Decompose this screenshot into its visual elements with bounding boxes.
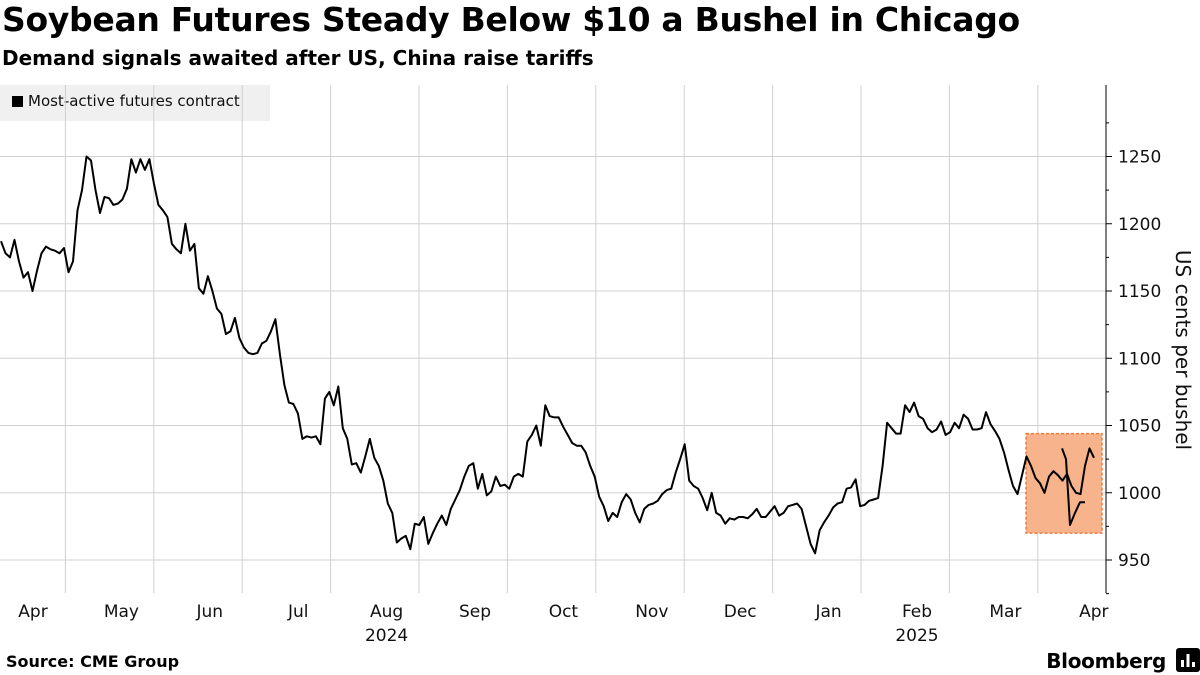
bloomberg-logo: Bloomberg — [1046, 649, 1166, 673]
x-month-label: Dec — [724, 602, 757, 622]
y-tick-label: 1250 — [1118, 148, 1161, 168]
x-month-label: Aug — [370, 602, 403, 622]
source-note: Source: CME Group — [6, 652, 180, 671]
legend-swatch — [12, 96, 23, 107]
y-tick-label: 1000 — [1118, 484, 1161, 504]
tick-labels: 950 1000 1050 1100 1150 1200 1250 Apr May Jun Jul A… — [18, 148, 1161, 647]
x-month-label: Apr — [1079, 602, 1108, 622]
x-month-label: Feb — [902, 602, 932, 622]
x-year-label: 2025 — [895, 626, 938, 646]
x-year-label: 2024 — [365, 626, 408, 646]
chart-subtitle: Demand signals awaited after US, China r… — [2, 46, 594, 70]
legend — [0, 85, 270, 121]
x-month-label: Jan — [814, 602, 841, 622]
chart-title: Soybean Futures Steady Below $10 a Bushe… — [2, 0, 1020, 39]
y-tick-label: 950 — [1118, 551, 1150, 571]
futures-price-line — [0, 155, 1095, 555]
y-tick-label: 1100 — [1118, 349, 1161, 369]
y-tick-label: 1050 — [1118, 417, 1161, 437]
x-month-label: Mar — [989, 602, 1021, 622]
x-month-label: Jun — [196, 602, 224, 622]
x-month-label: Jul — [287, 602, 309, 622]
x-month-label: May — [104, 602, 139, 622]
horizontal-gridlines — [0, 156, 1106, 561]
futures-price-line-tail — [1061, 448, 1085, 526]
bloomberg-chart-icon — [1176, 648, 1200, 672]
y-tick-label: 1150 — [1118, 282, 1161, 302]
vertical-gridlines — [64, 85, 1039, 593]
y-tick-label: 1200 — [1118, 215, 1161, 235]
axes-layer — [1105, 85, 1112, 595]
x-month-label: Nov — [635, 602, 668, 622]
x-month-label: Oct — [549, 602, 579, 622]
series-layer — [0, 155, 1095, 555]
legend-label: Most-active futures contract — [28, 92, 240, 110]
y-axis-label: US cents per bushel — [1171, 250, 1195, 450]
x-month-label: Sep — [459, 602, 491, 622]
x-month-label: Apr — [18, 602, 47, 622]
